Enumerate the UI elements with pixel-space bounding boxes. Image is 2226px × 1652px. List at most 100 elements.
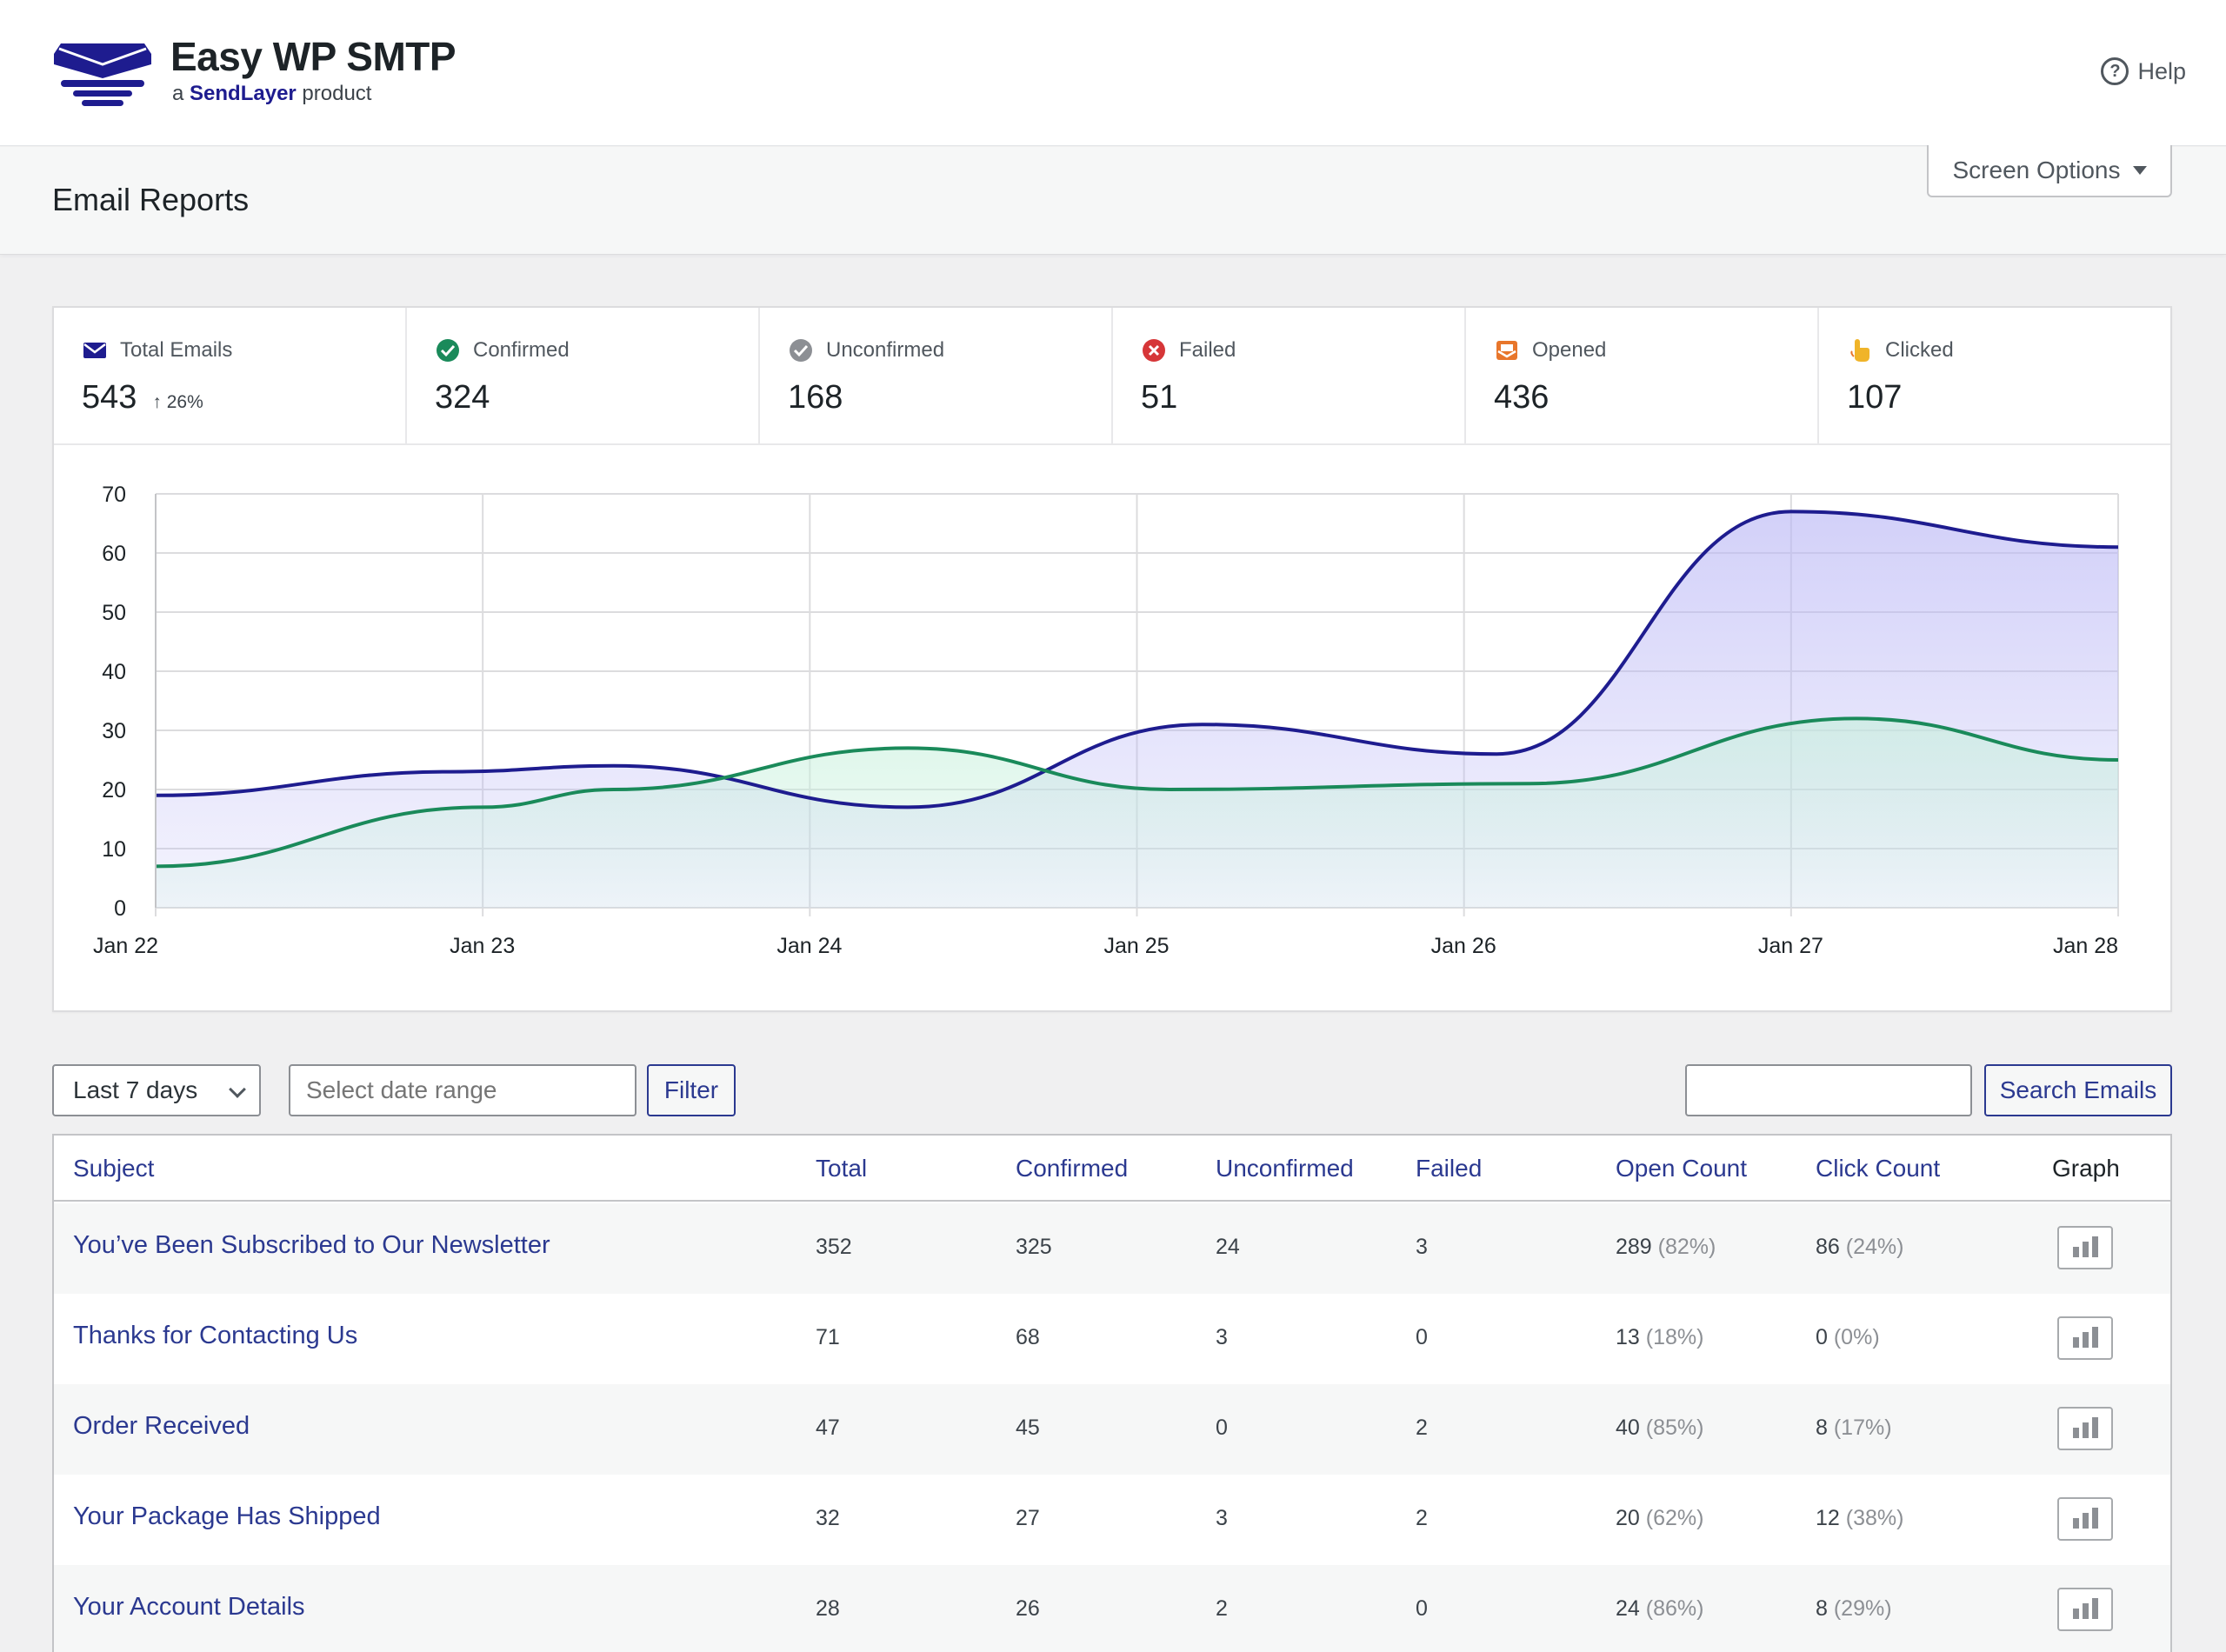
row-failed: 0: [1416, 1596, 1428, 1621]
x-tick-label: Jan 25: [1104, 934, 1170, 958]
row-total: 47: [816, 1416, 840, 1440]
row-confirmed: 27: [1016, 1506, 1040, 1530]
column-failed[interactable]: Failed: [1416, 1155, 1483, 1182]
search-emails-button[interactable]: Search Emails: [1984, 1064, 2172, 1116]
bar-chart-icon[interactable]: [2057, 1316, 2113, 1360]
row-open-count: 24 (86%): [1616, 1596, 1703, 1622]
y-tick-label: 40: [102, 660, 126, 684]
row-subject-link[interactable]: Thanks for Contacting Us: [73, 1322, 358, 1349]
row-confirmed: 45: [1016, 1416, 1040, 1440]
open-percent: (85%): [1645, 1416, 1704, 1440]
brand-name: Easy WP SMTP: [170, 34, 457, 79]
stat-unconfirmed-header: Unconfirmed: [788, 337, 944, 363]
brand-sub-brand: SendLayer: [190, 82, 297, 105]
stat-opened-header: Opened: [1494, 337, 1606, 363]
row-unconfirmed: 24: [1216, 1235, 1240, 1259]
open-value: 13: [1616, 1325, 1640, 1349]
row-confirmed: 325: [1016, 1235, 1052, 1259]
check-circle-gray-icon: [790, 339, 812, 362]
y-tick-label: 20: [102, 778, 126, 803]
y-tick-label: 50: [102, 601, 126, 625]
bar-chart-icon[interactable]: [2057, 1588, 2113, 1631]
row-open-count: 40 (85%): [1616, 1416, 1703, 1441]
chevron-down-icon: [229, 1081, 246, 1098]
stat-value: 324: [435, 379, 490, 416]
top-bar: Easy WP SMTP a SendLayer product ? Help: [0, 0, 2226, 146]
stat-label: Clicked: [1885, 338, 1954, 362]
column-confirmed[interactable]: Confirmed: [1016, 1155, 1129, 1182]
x-tick-label: Jan 24: [776, 934, 842, 958]
stat-value: 51: [1141, 379, 1178, 416]
stat-failed-value-wrap: 51: [1141, 379, 1177, 416]
row-subject-link[interactable]: Your Package Has Shipped: [73, 1502, 381, 1530]
stat-confirmed-value-wrap: 324: [435, 379, 490, 416]
help-label: Help: [2137, 57, 2186, 84]
row-subject-link[interactable]: Your Account Details: [73, 1593, 305, 1621]
column-click-count[interactable]: Click Count: [1816, 1155, 1941, 1182]
search-emails-input[interactable]: [1685, 1064, 1972, 1116]
stat-unconfirmed-value-wrap: 168: [788, 379, 843, 416]
brand-sub-suffix: product: [302, 82, 372, 105]
question-circle-icon: ?: [2101, 57, 2129, 85]
open-value: 24: [1616, 1596, 1640, 1621]
brand-subtitle: a SendLayer product: [172, 82, 371, 106]
stat-value: 436: [1494, 379, 1550, 416]
table-row: Thanks for Contacting Us 71 68 3 0 13 (1…: [54, 1294, 2170, 1384]
row-unconfirmed: 0: [1216, 1416, 1228, 1440]
y-tick-label: 60: [102, 542, 126, 566]
email-area-chart: 0 10 20 30 40 50 60 70 Jan 22 Jan 23 Jan 24 Jan 25 J…: [93, 483, 2119, 958]
caret-down-icon: [2132, 166, 2147, 175]
row-subject-link[interactable]: You’ve Been Subscribed to Our Newsletter: [73, 1231, 550, 1259]
stat-unconfirmed: Unconfirmed 168: [760, 308, 1113, 443]
y-tick-label: 70: [102, 483, 126, 507]
filter-button[interactable]: Filter: [647, 1064, 736, 1116]
row-confirmed: 68: [1016, 1325, 1040, 1349]
stat-clicked-header: Clicked: [1847, 337, 1954, 363]
table-row: You’ve Been Subscribed to Our Newsletter…: [54, 1203, 2170, 1294]
stat-label: Failed: [1179, 338, 1236, 362]
x-circle-icon: [1143, 339, 1165, 362]
row-click-count: 12 (38%): [1816, 1506, 1903, 1531]
column-unconfirmed[interactable]: Unconfirmed: [1216, 1155, 1354, 1182]
row-subject-link[interactable]: Order Received: [73, 1412, 250, 1440]
click-value: 86: [1816, 1235, 1840, 1259]
series-line-1: [155, 716, 2119, 869]
bar-chart-icon[interactable]: [2057, 1497, 2113, 1541]
row-failed: 2: [1416, 1506, 1428, 1530]
open-value: 40: [1616, 1416, 1640, 1440]
pointer-hand-icon: [1850, 339, 1869, 362]
stat-clicked: Clicked 107: [1819, 308, 2170, 443]
row-total: 28: [816, 1596, 840, 1621]
help-link[interactable]: ? Help: [2101, 57, 2186, 85]
column-total[interactable]: Total: [816, 1155, 868, 1182]
row-failed: 2: [1416, 1416, 1428, 1440]
bar-chart-icon[interactable]: [2057, 1407, 2113, 1450]
row-total: 352: [816, 1235, 852, 1259]
stat-label: Confirmed: [473, 338, 570, 362]
row-click-count: 86 (24%): [1816, 1235, 1903, 1260]
row-total: 71: [816, 1325, 840, 1349]
arrow-up-icon: ↑: [152, 392, 162, 412]
stat-failed-header: Failed: [1141, 337, 1236, 363]
column-open-count[interactable]: Open Count: [1616, 1155, 1747, 1182]
open-percent: (82%): [1657, 1235, 1716, 1259]
open-percent: (18%): [1645, 1325, 1704, 1349]
bar-chart-icon[interactable]: [2057, 1226, 2113, 1269]
stat-confirmed: Confirmed 324: [407, 308, 760, 443]
column-subject[interactable]: Subject: [73, 1155, 155, 1182]
date-range-select-value: Last 7 days: [73, 1076, 198, 1103]
email-reports-table: Subject Total Confirmed Unconfirmed Fail…: [52, 1134, 2172, 1652]
x-tick-label: Jan 26: [1431, 934, 1496, 958]
row-failed: 3: [1416, 1235, 1428, 1259]
open-value: 20: [1616, 1506, 1640, 1530]
table-row: Order Received 47 45 0 2 40 (85%) 8 (17%…: [54, 1384, 2170, 1475]
y-tick-label: 30: [102, 719, 126, 743]
row-failed: 0: [1416, 1325, 1428, 1349]
screen-options-button[interactable]: Screen Options: [1927, 145, 2172, 197]
column-graph: Graph: [2052, 1155, 2120, 1182]
row-unconfirmed: 3: [1216, 1325, 1228, 1349]
easy-wp-smtp-logo-icon[interactable]: [50, 38, 155, 108]
date-range-input[interactable]: [289, 1064, 636, 1116]
row-unconfirmed: 2: [1216, 1596, 1228, 1621]
date-range-select[interactable]: Last 7 days: [52, 1064, 261, 1116]
